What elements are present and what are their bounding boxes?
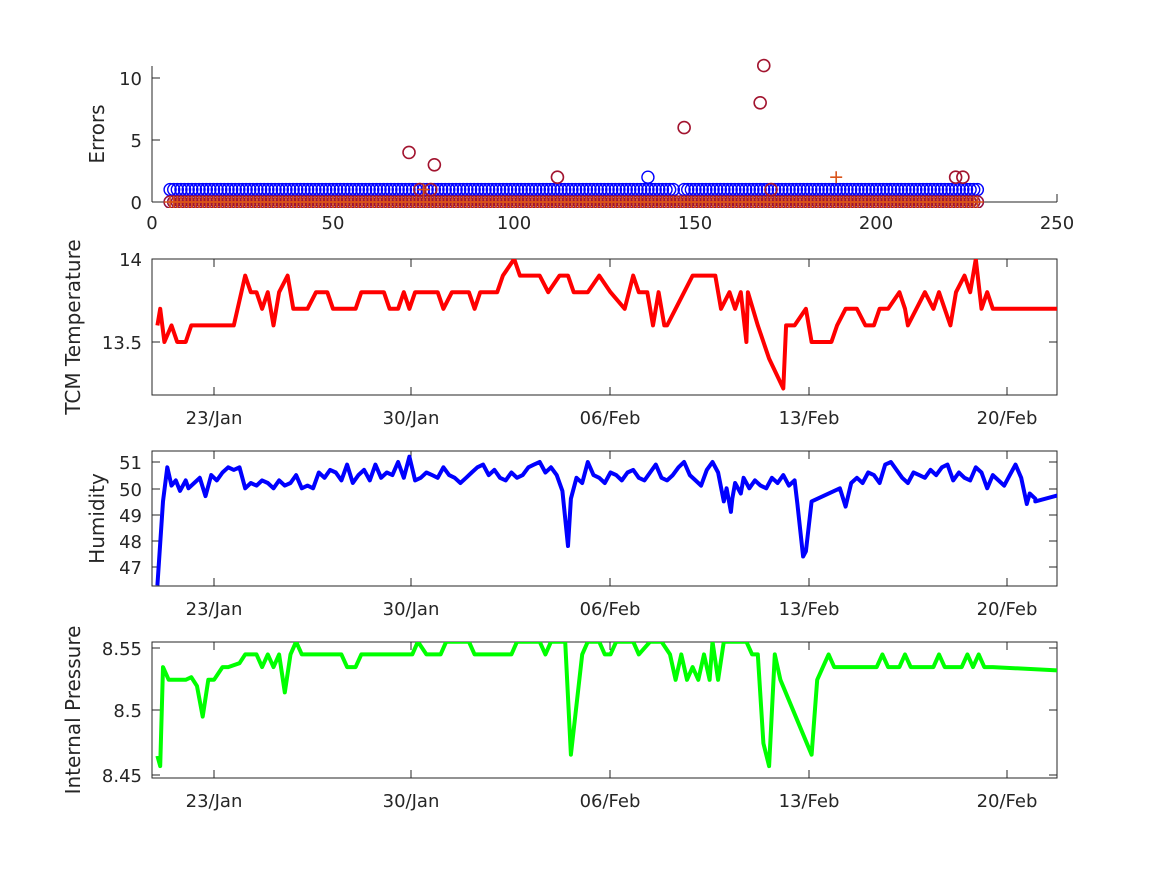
error-point-red	[756, 58, 771, 73]
x-tick-label: 30/Jan	[383, 408, 440, 429]
x-tick-label: 200	[859, 213, 893, 234]
y-tick-label: 13.5	[102, 333, 142, 354]
x-tick-label: 20/Feb	[977, 791, 1038, 812]
y-tick-label: 49	[119, 506, 142, 527]
axes-box	[151, 258, 1058, 396]
error-point-red	[550, 170, 565, 184]
x-tick-label: 06/Feb	[580, 599, 641, 620]
y-axis-label: Internal Pressure	[61, 626, 85, 795]
x-tick-label: 30/Jan	[383, 791, 440, 812]
x-tick-label: 06/Feb	[580, 791, 641, 812]
x-tick-label: 06/Feb	[580, 408, 641, 429]
y-tick-label: 14	[119, 250, 142, 271]
y-axis-label: Errors	[85, 104, 109, 163]
x-tick-label: 23/Jan	[186, 408, 243, 429]
error-point-red	[753, 96, 767, 110]
y-tick-label: 8.45	[102, 766, 142, 787]
y-axis-label: Humidity	[85, 473, 109, 564]
error-point-orange	[971, 196, 984, 208]
error-point-red	[948, 170, 963, 184]
x-tick-label: 13/Feb	[779, 599, 840, 620]
y-tick-label: 47	[119, 558, 142, 579]
error-point-red	[677, 120, 691, 135]
x-tick-label: 13/Feb	[779, 408, 840, 429]
y-tick-label: 0	[131, 193, 142, 214]
error-point-blue	[641, 170, 655, 184]
y-tick-label: 5	[131, 131, 142, 152]
x-tick-label: 50	[322, 213, 345, 234]
humidity-panel: 23/Jan 30/Jan 06/Feb 13/Feb 20/Feb 47 48 49 50 51…	[85, 450, 1058, 620]
y-tick-label: 8.55	[102, 639, 142, 660]
x-tick-label: 30/Jan	[383, 599, 440, 620]
x-tick-label: 100	[497, 213, 531, 234]
y-tick-label: 50	[119, 480, 142, 501]
y-tick-label: 48	[119, 532, 142, 553]
x-tick-label: 0	[146, 213, 157, 234]
series-line	[155, 642, 1057, 769]
error-point-red	[402, 145, 416, 160]
error-point-red	[764, 182, 778, 197]
y-tick-label: 8.5	[113, 701, 142, 722]
y-tick-label: 10	[119, 69, 142, 90]
x-tick-label: 23/Jan	[186, 599, 243, 620]
axes-box	[151, 450, 1058, 587]
errors-markers	[163, 58, 985, 208]
x-tick-label: 20/Feb	[977, 599, 1038, 620]
error-point-orange	[830, 171, 843, 184]
series-line	[155, 259, 1057, 391]
x-tick-label: 250	[1040, 213, 1074, 234]
y-axis-label: TCM Temperature	[61, 239, 85, 415]
errors-panel: 0 50 100 150 200 250 0 5 10 Errors	[85, 58, 1074, 234]
series-line	[155, 454, 1057, 586]
x-tick-label: 150	[678, 213, 712, 234]
tcm-temperature-panel: 23/Jan 30/Jan 06/Feb 13/Feb 20/Feb 13.5 14 TCM …	[61, 239, 1058, 429]
x-tick-label: 23/Jan	[186, 791, 243, 812]
internal-pressure-panel: 23/Jan 30/Jan 06/Feb 13/Feb 20/Feb 8.45 8.5 8.5…	[61, 626, 1058, 812]
error-point-red	[956, 170, 970, 184]
y-tick-label: 51	[119, 453, 142, 474]
error-point-orange	[417, 183, 430, 196]
error-point-red	[427, 158, 442, 172]
x-tick-label: 20/Feb	[977, 408, 1038, 429]
x-tick-label: 13/Feb	[779, 791, 840, 812]
